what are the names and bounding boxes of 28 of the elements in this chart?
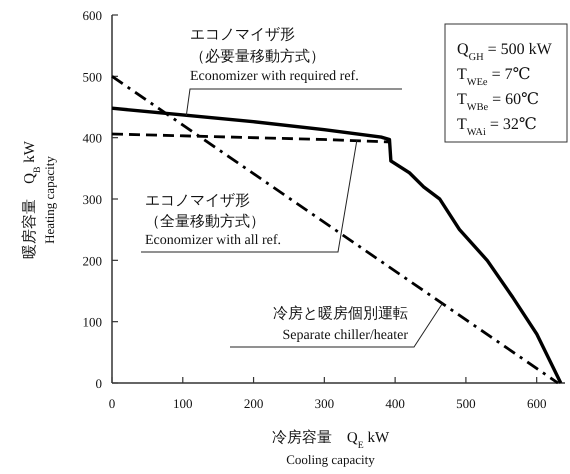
y-tick-label: 500 [82, 69, 102, 84]
x-tick-label: 300 [314, 396, 334, 411]
annotation: エコノマイザ形 [145, 193, 250, 209]
annotation: （全量移動方式） [145, 213, 265, 230]
x-tick-label: 600 [526, 396, 546, 411]
annotation: T$_{WEe}$ = 7℃ [457, 66, 530, 88]
annotation: 冷房と暖房個別運転 [273, 305, 408, 322]
x-axis-title: 冷房容量 Q$_{E}$ kW Cooling capacity [272, 429, 390, 467]
annotation: Separate chiller/heater [282, 328, 408, 343]
annotation: Economizer with all ref. [145, 233, 282, 248]
annotation: T$_{WAi}$ = 32℃ [457, 116, 537, 138]
annotation: エコノマイザ形 [190, 27, 295, 43]
annotation: Q$_{GH}$ = 500 kW [457, 41, 553, 62]
annotation: T$_{WBe}$ = 60℃ [457, 91, 540, 112]
x-tick-label: 400 [385, 396, 405, 411]
y-tick-label: 600 [82, 8, 102, 23]
annotation: エコノマイザ形 （必要量移動方式） Economizer with required ref. [186, 27, 402, 116]
y-tick-label: 300 [82, 192, 102, 207]
x-tick-label: 100 [173, 396, 193, 411]
annotation: （必要量移動方式） [190, 48, 325, 65]
y-tick-label: 200 [82, 253, 102, 268]
y-tick-label: 0 [96, 376, 102, 391]
y-tick-label: 100 [82, 314, 102, 330]
x-tick-label: 500 [456, 396, 476, 411]
annotation: Economizer with required ref. [190, 69, 359, 84]
y-tick-label: 400 [82, 130, 102, 146]
x-tick-label: 0 [108, 396, 116, 411]
x-tick-label: 200 [244, 396, 264, 411]
